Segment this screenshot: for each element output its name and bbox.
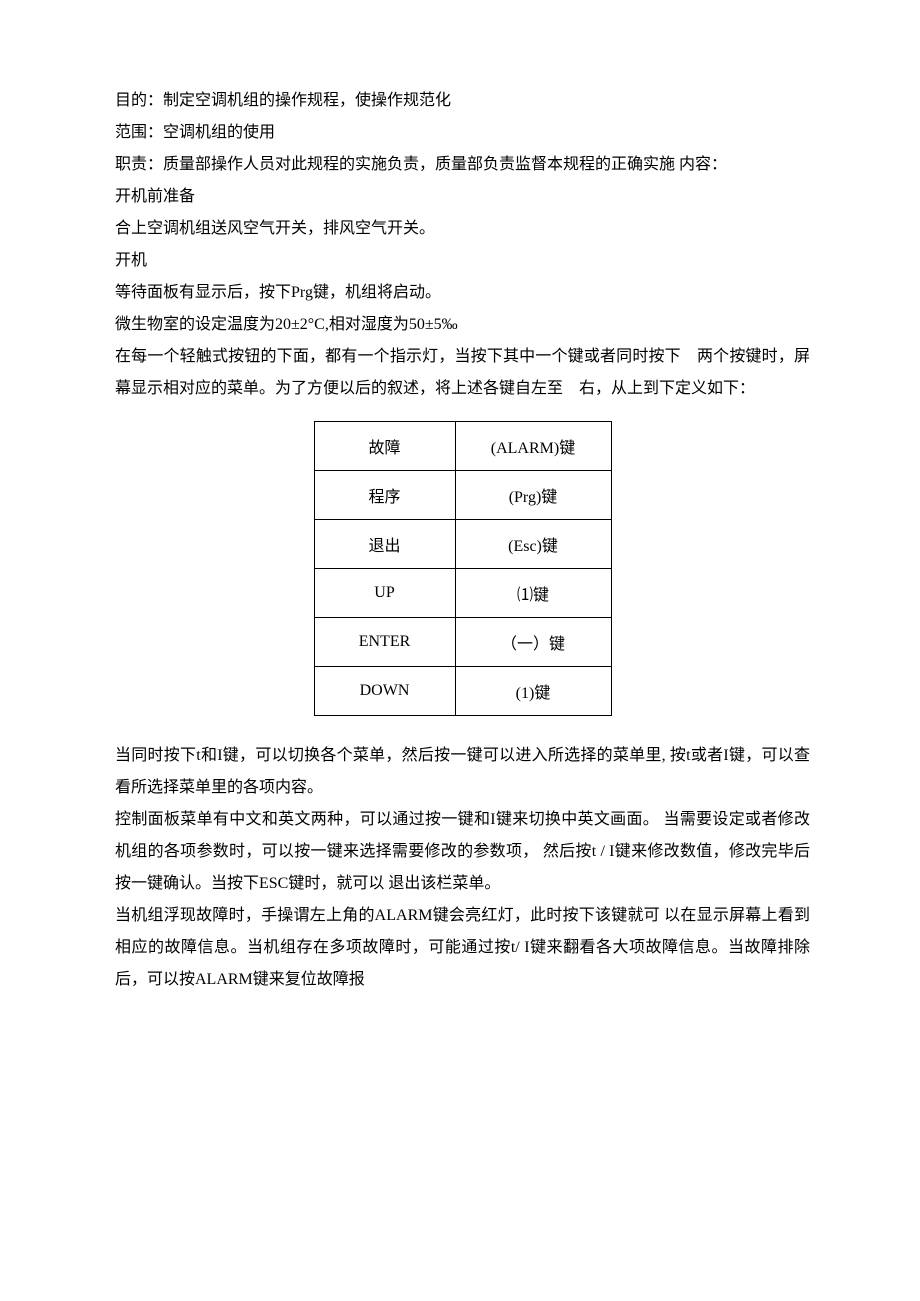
paragraph: 等待面板有显示后，按下Prg键，机组将启动。 — [115, 277, 810, 309]
paragraph: 当同时按下t和I键，可以切换各个菜单，然后按一键可以进入所选择的菜单里, 按t或… — [115, 740, 810, 804]
table-cell: DOWN — [314, 667, 455, 716]
table-row: ENTER （一）键 — [314, 618, 611, 667]
table-row: 退出 (Esc)键 — [314, 520, 611, 569]
paragraph: 控制面板菜单有中文和英文两种，可以通过按一键和I键来切换中英文画面。 当需要设定… — [115, 804, 810, 900]
table-cell: UP — [314, 569, 455, 618]
table-row: 程序 (Prg)键 — [314, 471, 611, 520]
table-cell: （一）键 — [455, 618, 611, 667]
table-cell: (ALARM)键 — [455, 422, 611, 471]
table-row: UP ⑴键 — [314, 569, 611, 618]
table-cell: (Prg)键 — [455, 471, 611, 520]
paragraph: 微生物室的设定温度为20±2°C,相对湿度为50±5‰ — [115, 309, 810, 341]
key-definition-table: 故障 (ALARM)键 程序 (Prg)键 退出 (Esc)键 UP ⑴键 EN… — [314, 421, 612, 716]
paragraph: 在每一个轻触式按钮的下面，都有一个指示灯，当按下其中一个键或者同时按下 两个按键… — [115, 341, 810, 405]
table-cell: 退出 — [314, 520, 455, 569]
table-cell: ⑴键 — [455, 569, 611, 618]
paragraph: 合上空调机组送风空气开关，排风空气开关。 — [115, 213, 810, 245]
paragraph: 范围：空调机组的使用 — [115, 117, 810, 149]
paragraph: 目的：制定空调机组的操作规程，使操作规范化 — [115, 85, 810, 117]
table-cell: 故障 — [314, 422, 455, 471]
paragraph: 职责：质量部操作人员对此规程的实施负责，质量部负责监督本规程的正确实施 内容： — [115, 149, 810, 181]
paragraph: 当机组浮现故障时，手操谓左上角的ALARM键会亮红灯，此时按下该键就可 以在显示… — [115, 900, 810, 996]
table-cell: (1)键 — [455, 667, 611, 716]
table-row: 故障 (ALARM)键 — [314, 422, 611, 471]
table-row: DOWN (1)键 — [314, 667, 611, 716]
paragraph: 开机 — [115, 245, 810, 277]
table-cell: ENTER — [314, 618, 455, 667]
table-cell: 程序 — [314, 471, 455, 520]
paragraph: 开机前准备 — [115, 181, 810, 213]
table-cell: (Esc)键 — [455, 520, 611, 569]
document-page: 目的：制定空调机组的操作规程，使操作规范化 范围：空调机组的使用 职责：质量部操… — [0, 0, 920, 1081]
